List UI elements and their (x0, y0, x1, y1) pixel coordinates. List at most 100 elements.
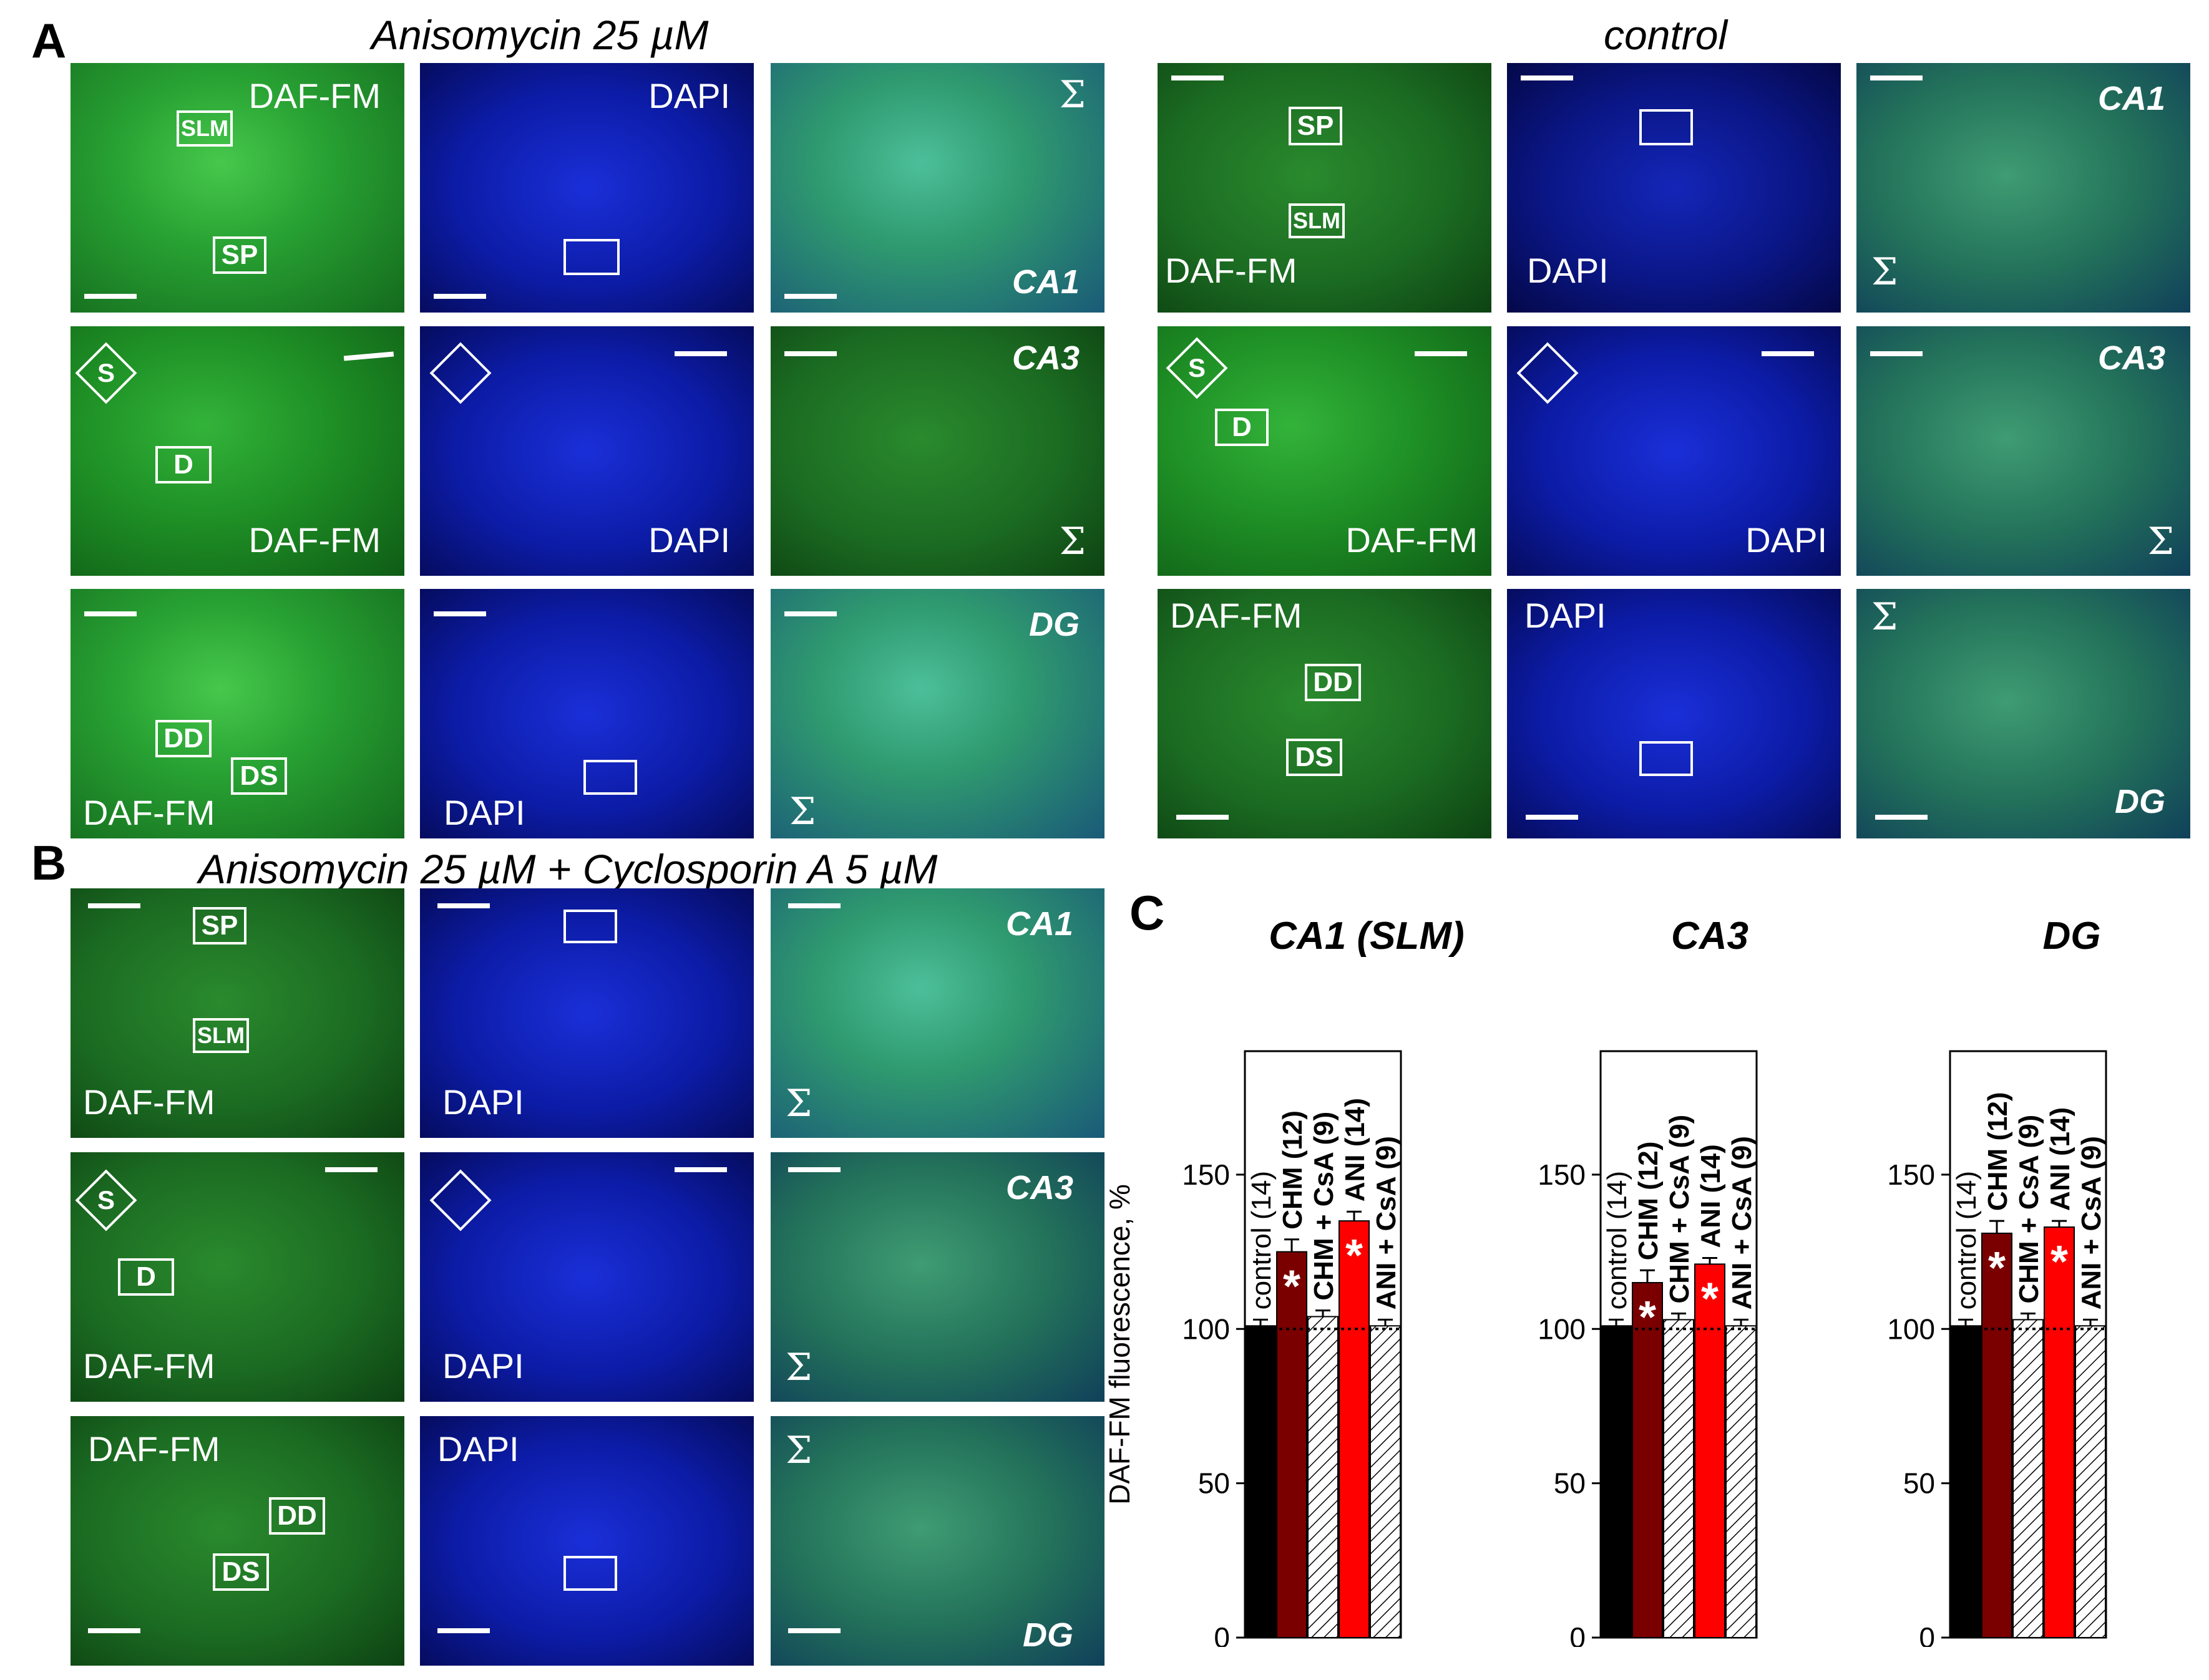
channel-label: DAF-FM (83, 793, 215, 832)
micrograph-ani-ca1-merge: Σ CA1 (771, 63, 1104, 313)
region-label: CA3 (1012, 339, 1080, 377)
scale-bar (434, 294, 486, 299)
micrograph-ctrl-ca3-dapi: DAPI (1507, 326, 1841, 576)
region-label: DG (1029, 606, 1080, 643)
channel-label: DAPI (442, 1082, 524, 1122)
roi-box (1639, 109, 1693, 145)
roi-box (563, 1556, 617, 1591)
category-label: ANI + CsA (9) (2076, 1136, 2107, 1309)
channel-label: DAF-FM (1345, 520, 1478, 560)
micrograph-anicsa-dg-dapi: DAPI (420, 1416, 754, 1666)
scale-bar (788, 1628, 841, 1633)
bar (1370, 1325, 1401, 1638)
channel-label: DAF-FM (83, 1082, 215, 1122)
y-tick-label: 50 (1198, 1467, 1230, 1500)
scale-bar (437, 1628, 490, 1633)
roi-box (563, 910, 617, 943)
scale-bar (1176, 815, 1229, 820)
y-axis-label: DAF-FM fluorescence, % (1103, 1184, 1136, 1505)
chart-title-ca3: CA3 (1670, 915, 1749, 958)
channel-label: DAF-FM (1165, 251, 1297, 290)
chart-title-ca1: CA1 (SLM) (1269, 915, 1465, 958)
y-tick-label: 100 (1182, 1313, 1230, 1345)
micrograph-anicsa-dg-merge: Σ DG (771, 1416, 1104, 1666)
merge-symbol: Σ (789, 790, 816, 833)
roi-dd: DD (269, 1497, 325, 1535)
roi-sp: SP (1289, 107, 1342, 145)
micrograph-anicsa-ca1-daf: SP SLM DAF-FM (71, 888, 404, 1138)
channel-label: DAPI (1745, 520, 1827, 560)
channel-label: DAPI (1527, 251, 1609, 290)
y-tick-label: 0 (1214, 1621, 1230, 1647)
bar (1725, 1325, 1757, 1638)
roi-ds: DS (213, 1553, 269, 1591)
category-label: ANI (14) (1695, 1144, 1726, 1248)
merge-symbol: Σ (1871, 595, 1898, 639)
micrograph-ctrl-ca1-dapi: DAPI (1507, 63, 1841, 313)
category-label: ANI + CsA (9) (1727, 1136, 1757, 1309)
region-label: CA3 (1005, 1169, 1073, 1207)
scale-bar (675, 1167, 727, 1172)
bar (1981, 1232, 2012, 1639)
panel-letter-c: C (1129, 885, 1165, 940)
channel-label: DAPI (648, 76, 730, 115)
roi-dd: DD (155, 720, 212, 757)
channel-label: DAPI (437, 1429, 519, 1469)
bar (2044, 1226, 2075, 1638)
roi-box (583, 760, 637, 795)
y-tick-label: 50 (1903, 1467, 1935, 1500)
channel-label: DAF-FM (248, 76, 381, 115)
scale-bar (784, 351, 837, 356)
scale-bar (1171, 75, 1224, 80)
y-tick-label: 50 (1554, 1467, 1586, 1500)
roi-box (1639, 741, 1693, 776)
category-label: CHM (12) (1982, 1092, 2013, 1211)
micrograph-ani-ca1-daf: DAF-FM SLM SP (71, 63, 404, 313)
micrograph-ctrl-ca3-merge: CA3 Σ (1856, 326, 2190, 576)
channel-label: DAPI (444, 793, 525, 832)
scale-bar (784, 294, 837, 299)
roi-sp: SP (213, 236, 266, 274)
region-label: CA1 (2097, 80, 2165, 117)
region-label: DG (2115, 783, 2165, 820)
roi-ds: DS (231, 757, 287, 795)
significance-marker: * (2051, 1237, 2068, 1287)
roi-ds: DS (1286, 739, 1342, 776)
roi-slm: SLM (193, 1018, 249, 1053)
merge-symbol: Σ (1871, 250, 1898, 294)
channel-label: DAPI (1524, 596, 1606, 635)
y-tick-label: 150 (1887, 1158, 1935, 1191)
scale-bar (325, 1167, 378, 1172)
micrograph-ani-ca3-daf: S D DAF-FM (71, 326, 404, 576)
panel-b-title: Anisomycin 25 µM + Cyclosporin A 5 µM (198, 846, 938, 892)
chart-title-dg: DG (2042, 915, 2101, 958)
significance-marker: * (1345, 1231, 1363, 1281)
channel-label: DAF-FM (83, 1346, 215, 1386)
bar (1307, 1316, 1339, 1638)
micrograph-ctrl-dg-merge: Σ DG (1856, 589, 2190, 838)
scale-bar (88, 903, 140, 908)
panel-letter-b: B (31, 835, 67, 890)
micrograph-anicsa-ca3-dapi: DAPI (420, 1152, 754, 1402)
region-label: CA1 (1012, 263, 1080, 301)
panel-letter-a: A (31, 13, 67, 68)
bar (1950, 1325, 1981, 1638)
bar (1339, 1220, 1370, 1638)
bar (1601, 1325, 1632, 1638)
bar (2012, 1319, 2044, 1639)
channel-label: DAF-FM (1170, 596, 1302, 635)
scale-bar (1875, 815, 1928, 820)
bar (2075, 1325, 2106, 1638)
roi-sp: SP (193, 907, 246, 944)
roi-d: D (155, 446, 212, 483)
scale-bar (788, 1167, 841, 1172)
y-tick-label: 150 (1538, 1158, 1586, 1191)
roi-box-diamond (429, 1169, 492, 1231)
category-label: control (14) (1246, 1171, 1277, 1310)
roi-s: S (75, 342, 137, 404)
micrograph-anicsa-ca1-dapi: DAPI (420, 888, 754, 1138)
scale-bar (84, 294, 137, 299)
micrograph-ctrl-ca1-daf: SP SLM DAF-FM (1158, 63, 1491, 313)
micrograph-anicsa-ca3-merge: CA3 Σ (771, 1152, 1104, 1402)
